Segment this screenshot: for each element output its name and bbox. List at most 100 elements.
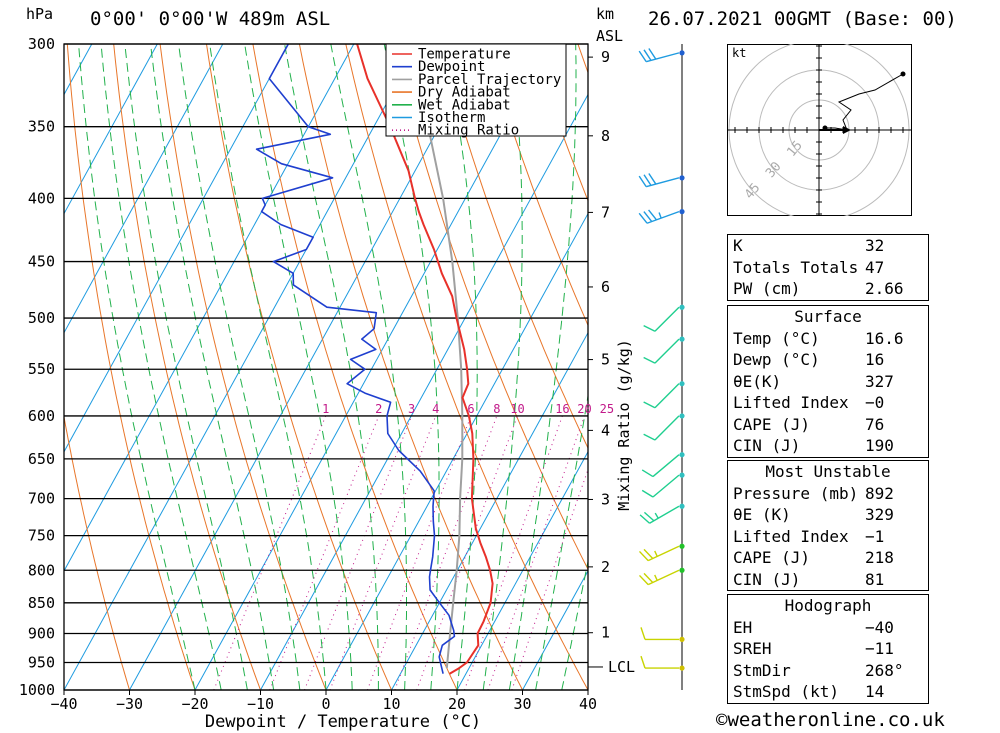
- wind-barb-staff: [652, 454, 680, 478]
- surface-table: Surface Temp (°C) 16.6 Dewp (°C) 16 θE(K) 3…: [727, 305, 929, 458]
- dewpoint-line: [255, 44, 456, 674]
- hodograph-row: SREH −11: [733, 639, 894, 658]
- mixing-ratio-line: [464, 415, 563, 690]
- wind-barb-feather: [643, 49, 652, 61]
- isotherm-line: [391, 331, 588, 690]
- pressure-tick-label: 350: [28, 118, 55, 136]
- pressure-tick-label: 850: [28, 594, 55, 612]
- surface-row: Temp (°C) 16.6: [733, 328, 904, 348]
- wind-barb-feather: [638, 212, 648, 224]
- wind-level-dot: [679, 304, 685, 310]
- mixing-ratio-axis-label: Mixing Ratio (g/kg): [615, 339, 633, 511]
- dry-adiabat-line: [484, 44, 588, 327]
- wind-barb-feather: [641, 489, 654, 498]
- temperature-tick-label: 40: [579, 695, 597, 713]
- km-tick-label: 6: [601, 278, 610, 296]
- temperature-tick-label: −20: [181, 695, 208, 713]
- mixing-ratio-label: 3: [408, 402, 415, 416]
- wind-barb-staff: [645, 52, 680, 63]
- legend-entry: Dewpoint: [418, 59, 485, 75]
- wind-barb-staff: [645, 177, 680, 188]
- pressure-tick-label: 550: [28, 360, 55, 378]
- legend-entry: Parcel Trajectory: [418, 72, 561, 88]
- pressure-tick-label: 300: [28, 35, 55, 53]
- wind-barb-staff: [654, 415, 680, 441]
- wind-barb-feather: [648, 209, 657, 221]
- wind-level-dot: [679, 452, 685, 458]
- legend-entry: Mixing Ratio: [418, 123, 519, 139]
- wind-barb-feather: [648, 173, 657, 185]
- indices-table: K 32 Totals Totals 47 PW (cm) 2.66: [727, 234, 929, 301]
- surface-row: θE(K) 327: [733, 371, 894, 391]
- wind-level-dot: [679, 50, 685, 56]
- unit-asl: ASL: [596, 27, 624, 45]
- wind-level-dot: [679, 472, 685, 478]
- wind-level-dot: [679, 336, 685, 342]
- surface-title: Surface: [794, 307, 862, 326]
- most-unstable-table: Most Unstable Pressure (mb) 892 θE (K) 329…: [727, 460, 929, 591]
- wind-barb-staff: [647, 569, 680, 586]
- wind-barb-feather: [638, 50, 647, 63]
- x-axis-label: Dewpoint / Temperature (°C): [205, 712, 481, 732]
- wet-adiabat-line: [150, 44, 275, 690]
- wind-barb-feather: [658, 212, 662, 219]
- lcl-label: LCL: [608, 658, 635, 676]
- mixing-ratio-label: 16: [555, 402, 569, 416]
- mixing-ratio-label: 2: [375, 402, 382, 416]
- wet-adiabat-line: [78, 44, 196, 690]
- most-unstable-row: Lifted Index −1: [733, 526, 885, 546]
- storm-motion-arrowhead: [843, 126, 851, 134]
- wind-level-dot: [679, 543, 685, 549]
- hodograph-unit-label: kt: [732, 46, 746, 60]
- credit-link[interactable]: ©weatheronline.co.uk: [716, 709, 945, 731]
- isotherm-line: [64, 44, 224, 334]
- wind-barb-feather: [640, 627, 646, 640]
- km-tick-label: 4: [601, 421, 610, 439]
- most-unstable-row: θE (K) 329: [733, 505, 894, 524]
- km-tick-label: 8: [601, 127, 610, 145]
- mixing-ratio-label: 1: [322, 402, 329, 416]
- pressure-tick-label: 700: [28, 490, 55, 508]
- hodograph-trace: [825, 73, 904, 131]
- hodograph-end-dot: [900, 71, 906, 77]
- pressure-tick-label: 650: [28, 450, 55, 468]
- wind-barb-staff: [654, 306, 680, 332]
- km-tick-label: 7: [601, 203, 610, 221]
- isotherm-line: [129, 44, 486, 690]
- wind-level-dot: [679, 175, 685, 181]
- km-tick-label: 1: [601, 624, 610, 642]
- wind-barb-feather: [641, 469, 654, 478]
- hodograph-table: Hodograph EH −40 SREH −11 StmDir 268° StmSp…: [727, 594, 929, 704]
- pressure-tick-label: 800: [28, 561, 55, 579]
- most-unstable-title: Most Unstable: [765, 462, 891, 481]
- legend: [385, 43, 567, 137]
- km-tick-label: 2: [601, 558, 610, 576]
- temperature-tick-label: 0: [321, 695, 330, 713]
- most-unstable-row: CIN (J) 81: [733, 569, 885, 589]
- wind-barb-feather: [639, 514, 651, 524]
- wind-level-dot: [679, 665, 685, 671]
- wind-barb-feather: [643, 325, 656, 332]
- mixing-ratio-line: [511, 468, 588, 690]
- wet-adiabat-line: [124, 44, 248, 690]
- index-row-k: K 32: [733, 236, 885, 255]
- temperature-tick-label: −30: [116, 695, 143, 713]
- hodograph-row: StmDir 268°: [733, 660, 904, 680]
- wind-level-dot: [679, 636, 685, 642]
- wind-barb-feather: [654, 512, 659, 519]
- temperature-tick-label: −10: [247, 695, 274, 713]
- wet-adiabat-line: [100, 44, 222, 690]
- mixing-ratio-line: [487, 415, 585, 690]
- legend-entry: Temperature: [418, 47, 511, 63]
- pressure-tick-label: 400: [28, 189, 55, 207]
- temperature-line: [356, 44, 494, 675]
- wind-barb-feather: [654, 574, 658, 581]
- pressure-tick-label: 750: [28, 527, 55, 545]
- wind-barb-staff: [654, 338, 680, 364]
- wind-barb-staff: [652, 474, 680, 498]
- wind-barb-feather: [643, 174, 652, 186]
- temperature-tick-label: −40: [50, 695, 77, 713]
- wind-barb-staff: [654, 383, 680, 409]
- wind-barb-feather: [643, 572, 654, 584]
- wet-adiabat-line: [209, 44, 327, 690]
